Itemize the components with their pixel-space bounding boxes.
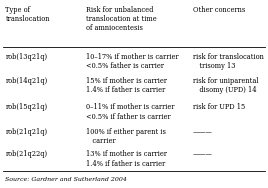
Text: Risk for unbalanced
translocation at time
of amniocentesis: Risk for unbalanced translocation at tim… <box>86 6 157 32</box>
Text: rob(15q21q): rob(15q21q) <box>5 103 47 111</box>
Text: 13% if mother is carrier
1.4% if father is carrier: 13% if mother is carrier 1.4% if father … <box>86 150 167 168</box>
Text: 100% if either parent is
   carrier: 100% if either parent is carrier <box>86 128 166 145</box>
Text: Source: Gardner and Sutherland 2004: Source: Gardner and Sutherland 2004 <box>5 177 127 182</box>
Text: rob(21q22q): rob(21q22q) <box>5 150 47 158</box>
Text: risk for uniparental
   disomy (UPD) 14: risk for uniparental disomy (UPD) 14 <box>193 77 258 94</box>
Text: Other concerns: Other concerns <box>193 6 245 14</box>
Text: ———: ——— <box>193 150 213 158</box>
Text: 0–11% if mother is carrier
<0.5% if father is carrier: 0–11% if mother is carrier <0.5% if fath… <box>86 103 174 121</box>
Text: ———: ——— <box>193 128 213 136</box>
Text: rob(13q21q): rob(13q21q) <box>5 53 47 61</box>
Text: Type of
translocation: Type of translocation <box>5 6 50 23</box>
Text: 15% if mother is carrier
1.4% if father is carrier: 15% if mother is carrier 1.4% if father … <box>86 77 167 94</box>
Text: risk for UPD 15: risk for UPD 15 <box>193 103 245 111</box>
Text: 10–17% if mother is carrier
<0.5% father is carrier: 10–17% if mother is carrier <0.5% father… <box>86 53 178 70</box>
Text: risk for translocation
   trisomy 13: risk for translocation trisomy 13 <box>193 53 264 70</box>
Text: rob(21q21q): rob(21q21q) <box>5 128 47 136</box>
Text: rob(14q21q): rob(14q21q) <box>5 77 48 85</box>
